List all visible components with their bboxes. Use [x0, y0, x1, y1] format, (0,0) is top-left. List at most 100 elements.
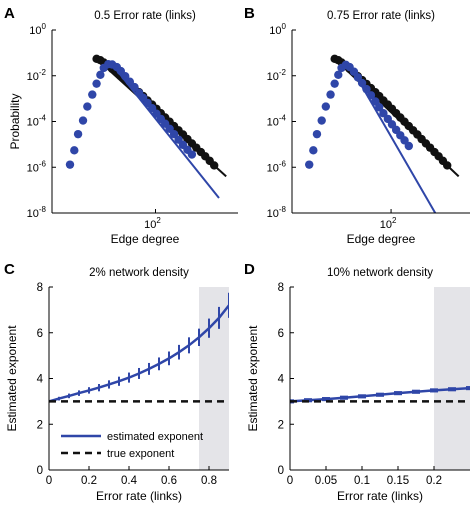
error-marker — [376, 392, 384, 397]
legend: estimated exponent true exponent — [61, 431, 203, 460]
x-axis-label: Error rate (links) — [96, 489, 182, 503]
data-point-blue — [321, 102, 331, 111]
y-tick-label: 6 — [37, 328, 43, 340]
tick-base: 10 — [267, 117, 279, 129]
panel-title: 0.75 Error rate (links) — [327, 10, 435, 22]
y-tick-label: 10-2 — [267, 68, 287, 83]
tick-exponent: 0 — [282, 22, 287, 31]
shaded-region — [434, 287, 470, 470]
y-tick-label: 10-2 — [27, 68, 47, 83]
data-point-blue — [65, 160, 75, 169]
fit-line-blue — [111, 63, 220, 199]
plot-area — [65, 54, 227, 199]
y-tick-label: 2 — [278, 419, 284, 431]
data-point-blue — [374, 103, 384, 112]
shaded-region — [199, 287, 229, 470]
data-point-black — [209, 161, 219, 170]
x-tick-label: 0 — [46, 475, 52, 487]
y-axis-label: Estimated exponent — [246, 325, 260, 432]
legend-label-estimated: estimated exponent — [107, 431, 203, 443]
data-point-blue — [83, 102, 92, 111]
panel-letter-c: C — [4, 261, 15, 278]
tick-base: 10 — [267, 162, 279, 174]
y-tick-label: 10-8 — [267, 205, 287, 220]
data-point-blue — [78, 116, 88, 125]
tick-base: 10 — [27, 117, 39, 129]
x-axis-label: Edge degree — [347, 232, 416, 246]
x-tick-label: 0.2 — [426, 475, 442, 487]
y-tick-label: 4 — [37, 374, 44, 386]
tick-exponent: -4 — [279, 114, 287, 123]
y-tick-label: 10-8 — [27, 205, 47, 220]
data-point-blue — [305, 160, 314, 169]
data-point-blue — [379, 109, 388, 118]
tick-exponent: -8 — [279, 205, 287, 214]
error-marker — [448, 387, 456, 392]
y-tick-label: 10-6 — [267, 159, 287, 174]
y-axis-label: Estimated exponent — [5, 325, 19, 432]
panel-title: 10% network density — [327, 267, 433, 279]
x-tick-label: 0.05 — [315, 475, 337, 487]
y-tick-label: 6 — [278, 328, 284, 340]
data-point-blue — [326, 90, 335, 99]
tick-base: 10 — [29, 25, 41, 37]
data-point-blue — [357, 78, 367, 88]
tick-exponent: 2 — [392, 216, 397, 225]
error-marker — [430, 388, 438, 393]
tick-base: 10 — [144, 219, 156, 231]
panels-layer: A 0.5 Error rate (links)10010-210-410-610… — [4, 5, 470, 503]
data-point-blue — [362, 84, 371, 94]
y-tick-label: 10-4 — [27, 114, 47, 129]
error-marker — [394, 391, 402, 396]
tick-base: 10 — [267, 208, 279, 220]
tick-base: 10 — [27, 71, 39, 83]
x-tick-label: 0.2 — [81, 475, 97, 487]
plot-area — [290, 287, 470, 470]
y-tick-label: 0 — [37, 465, 43, 477]
data-point-black — [443, 161, 452, 170]
data-point-blue — [187, 150, 197, 159]
tick-exponent: 2 — [156, 216, 161, 225]
data-point-blue — [92, 79, 101, 88]
x-tick-label: 0.4 — [121, 475, 138, 487]
tick-exponent: -2 — [279, 68, 287, 77]
legend-label-true: true exponent — [107, 448, 174, 460]
panel-letter-d: D — [244, 261, 255, 278]
y-tick-label: 0 — [278, 465, 284, 477]
tick-exponent: -6 — [279, 159, 287, 168]
y-tick-label: 100 — [269, 22, 286, 37]
y-tick-label: 8 — [278, 282, 284, 294]
tick-exponent: 0 — [42, 22, 47, 31]
panel-letter-a: A — [4, 5, 15, 22]
y-tick-label: 10-6 — [27, 159, 47, 174]
x-tick-label: 0.1 — [354, 475, 370, 487]
panel-a: A 0.5 Error rate (links)10010-210-410-610… — [4, 5, 238, 246]
data-point-blue — [330, 79, 339, 88]
x-axis-label: Edge degree — [111, 232, 180, 246]
error-marker — [322, 397, 330, 402]
data-point-blue — [312, 129, 322, 139]
tick-base: 10 — [380, 219, 392, 231]
y-tick-label: 8 — [37, 282, 43, 294]
data-point-blue — [130, 82, 139, 92]
panel-c: C 2% network density 0 2 4 6 8 0 0.2 0.4 0.6 0.8 Err… — [4, 261, 229, 503]
x-tick-label: 102 — [144, 216, 161, 231]
tick-base: 10 — [267, 71, 279, 83]
panel-d: D 10% network density 0 2 4 6 8 0 0.05 0.1 0.15 0.2… — [244, 261, 470, 503]
x-tick-label: 102 — [380, 216, 397, 231]
y-tick-label: 2 — [37, 419, 43, 431]
x-tick-label: 0.15 — [387, 475, 409, 487]
data-point-blue — [334, 70, 343, 80]
data-point-blue — [169, 129, 179, 139]
data-point-blue — [96, 70, 105, 80]
tick-exponent: -2 — [39, 68, 47, 77]
x-axis-label: Error rate (links) — [337, 489, 423, 503]
tick-exponent: -4 — [39, 114, 47, 123]
x-tick-label: 0 — [287, 475, 293, 487]
tick-exponent: -6 — [39, 159, 47, 168]
error-marker — [340, 395, 348, 400]
data-point-blue — [366, 91, 376, 100]
y-tick-label: 4 — [278, 374, 285, 386]
data-point-blue — [73, 129, 83, 139]
